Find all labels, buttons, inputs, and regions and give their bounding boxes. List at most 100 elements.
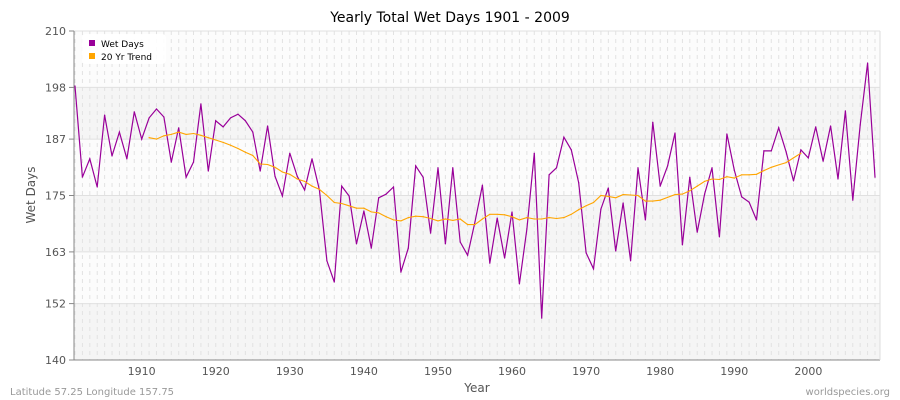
wet-days-point	[592, 268, 595, 270]
x-tick-label: 1990	[720, 365, 748, 378]
trend-point	[548, 216, 550, 219]
trend-point	[318, 188, 321, 190]
x-tick-label: 2000	[794, 365, 822, 378]
trend-point	[289, 173, 291, 175]
trend-point	[511, 216, 513, 218]
wet-days-point	[563, 136, 565, 138]
wet-days-point	[607, 187, 609, 189]
band	[74, 251, 880, 304]
wet-days-point	[429, 232, 432, 234]
wet-days-point	[704, 193, 706, 195]
wet-days-point	[681, 244, 684, 246]
trend-point	[555, 217, 558, 220]
trend-point	[533, 218, 535, 220]
trend-point	[785, 162, 787, 164]
wet-days-point	[755, 219, 758, 221]
wet-days-point	[578, 182, 580, 184]
wet-days-point	[178, 127, 180, 129]
trend-point	[385, 216, 387, 218]
wet-days-point	[481, 184, 484, 186]
wet-days-point	[689, 176, 691, 178]
wet-days-point	[415, 165, 417, 167]
trend-point	[585, 205, 587, 207]
trend-point	[800, 152, 802, 154]
trend-point	[229, 144, 232, 146]
wet-days-point	[659, 185, 661, 187]
wet-days-point	[511, 211, 513, 213]
wet-days-point	[518, 283, 521, 285]
trend-point	[755, 173, 758, 175]
trend-point	[696, 185, 698, 187]
wet-days-point	[215, 120, 217, 122]
trend-point	[652, 200, 654, 202]
wet-days-point	[111, 155, 113, 157]
trend-point	[178, 131, 180, 133]
trend-point	[489, 213, 491, 215]
trend-point	[496, 213, 498, 215]
wet-days-point	[778, 127, 780, 129]
trend-point	[185, 133, 187, 135]
wet-days-point	[837, 178, 839, 180]
y-tick-label: 198	[45, 81, 66, 94]
y-tick-label: 210	[45, 25, 66, 38]
trend-point	[733, 177, 735, 179]
trend-point	[792, 157, 795, 159]
wet-days-point	[378, 197, 380, 199]
wet-days-point	[785, 151, 787, 153]
trend-point	[674, 193, 676, 196]
band	[74, 303, 880, 360]
trend-point	[778, 164, 780, 166]
x-axis-label: Year	[463, 381, 489, 395]
trend-point	[637, 194, 639, 197]
trend-point	[689, 190, 691, 192]
trend-point	[192, 132, 195, 135]
trend-point	[200, 134, 202, 136]
wet-days-point	[815, 126, 817, 128]
wet-days-point	[622, 202, 624, 204]
trend-point	[392, 219, 395, 221]
wet-days-point	[504, 257, 506, 259]
wet-days-point	[466, 254, 469, 256]
wet-days-point	[207, 170, 209, 172]
wet-days-point	[696, 231, 698, 233]
legend-swatch-trend	[89, 53, 95, 59]
wet-days-point	[866, 62, 869, 64]
trend-point	[281, 171, 284, 173]
trend-point	[474, 224, 476, 226]
trend-point	[726, 176, 728, 178]
trend-point	[718, 178, 721, 181]
wet-days-point	[348, 195, 350, 197]
wet-days-point	[304, 189, 306, 191]
trend-point	[504, 214, 506, 216]
wet-days-point	[807, 157, 809, 159]
trend-point	[378, 212, 380, 214]
wet-days-point	[237, 113, 239, 115]
trend-point	[370, 211, 372, 213]
trend-point	[244, 151, 246, 153]
wet-days-point	[652, 121, 654, 123]
wet-days-point	[274, 175, 276, 177]
wet-days-point	[289, 152, 291, 154]
trend-point	[363, 207, 365, 209]
wet-days-point	[496, 217, 498, 219]
trend-point	[526, 216, 528, 219]
wet-days-point	[637, 167, 639, 169]
wet-days-point	[252, 131, 254, 133]
trend-point	[518, 219, 521, 221]
wet-days-point	[363, 210, 365, 212]
wet-days-point	[444, 243, 446, 245]
wet-days-point	[163, 116, 165, 118]
wet-days-point	[341, 185, 343, 187]
trend-point	[207, 137, 209, 139]
trend-point	[355, 207, 358, 209]
trend-point	[600, 194, 602, 197]
y-tick-label: 140	[45, 354, 66, 367]
wet-days-point	[222, 126, 224, 128]
legend-wet-days: Wet Days	[101, 40, 144, 50]
trend-point	[763, 169, 765, 172]
wet-days-point	[541, 317, 543, 319]
wet-days-point	[118, 131, 121, 133]
y-tick-label: 163	[45, 246, 66, 259]
wet-days-point	[281, 195, 284, 197]
x-tick-label: 1910	[128, 365, 156, 378]
